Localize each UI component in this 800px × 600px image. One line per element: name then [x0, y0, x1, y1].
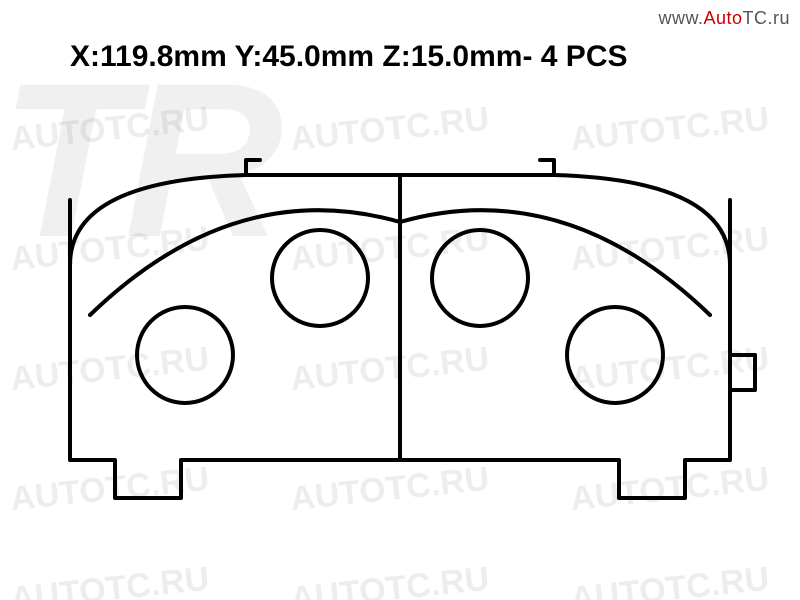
canvas-root: TR AUTOTC.RUAUTOTC.RUAUTOTC.RUAUTOTC.RUA… [0, 0, 800, 600]
brake-pad-diagram [0, 0, 800, 600]
